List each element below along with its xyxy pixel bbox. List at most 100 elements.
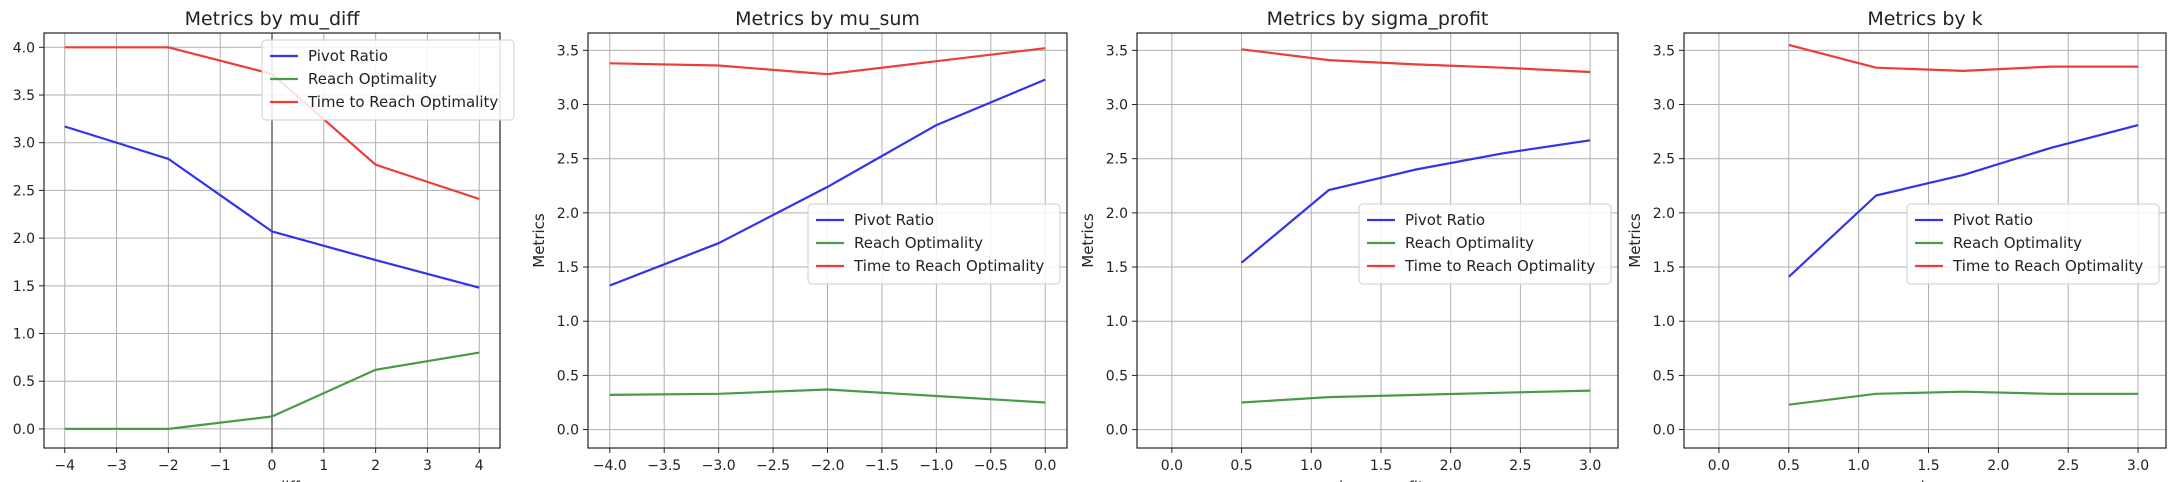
legend-label-2: Reach Optimality — [854, 234, 983, 252]
y-tick-label: 0.0 — [1653, 423, 1675, 439]
y-tick-label: 2.5 — [1653, 152, 1675, 168]
x-tick-label: −4.0 — [593, 458, 627, 474]
x-tick-label: 3.0 — [1579, 458, 1601, 474]
legend-label-2: Reach Optimality — [308, 70, 437, 88]
chart-title: Metrics by k — [1867, 8, 1982, 30]
subplot-1: −4 −3 −2 −1 0 1 2 3 4 0.0 0.5 1.0 1.5 2.0 2.5 3.0 3.5 4.0… — [0, 8, 515, 482]
series-line-1 — [609, 78, 1046, 287]
x-tick-label: 1.0 — [1848, 458, 1870, 474]
y-tick-label: 1.0 — [1653, 314, 1675, 330]
y-tick-label: 2.0 — [1653, 206, 1675, 222]
x-axis: −4.0 −3.5 −3.0 −2.5 −2.0 −1.5 −1.0 −0.5 0.0 — [593, 448, 1056, 474]
x-tick-label: 1.0 — [1300, 458, 1322, 474]
x-tick-label: 2.0 — [1440, 458, 1462, 474]
y-tick-label: 1.5 — [1653, 260, 1675, 276]
x-tick-label: 2.0 — [1987, 458, 2009, 474]
y-tick-label: 2.0 — [557, 206, 579, 222]
y-tick-label: 1.5 — [1106, 260, 1128, 276]
x-tick-label: 2 — [371, 458, 380, 474]
y-tick-label: 3.0 — [1653, 98, 1675, 114]
y-tick-label: 3.0 — [557, 98, 579, 114]
x-tick-label: 0.5 — [1230, 458, 1252, 474]
y-tick-label: 0.5 — [1106, 368, 1128, 384]
x-tick-label: 0.0 — [1708, 458, 1730, 474]
legend-label-1: Pivot Ratio — [1953, 211, 2033, 229]
series-line-3 — [1788, 43, 2139, 73]
y-tick-label: 3.0 — [1106, 98, 1128, 114]
y-tick-label: 0.0 — [557, 423, 579, 439]
series-line-3 — [609, 47, 1046, 76]
y-axis: 0.0 0.5 1.0 1.5 2.0 2.5 3.0 3.5 — [1653, 43, 1684, 439]
series-line-2 — [64, 351, 480, 430]
series-line-2 — [1788, 390, 2139, 406]
x-tick-label: −3.5 — [647, 458, 681, 474]
x-tick-label: −1 — [210, 458, 231, 474]
x-axis: 0.0 0.5 1.0 1.5 2.0 2.5 3.0 — [1708, 448, 2149, 474]
subplot-3: 0.0 0.5 1.0 1.5 2.0 2.5 3.0 0.0 0.5 1.0 1.5 2.0 2.5 3… — [1079, 8, 1619, 482]
chart-title: Metrics by mu_diff — [185, 8, 361, 30]
x-axis: −4 −3 −2 −1 0 1 2 3 4 — [54, 448, 484, 474]
chart-title: Metrics by mu_sum — [735, 8, 920, 30]
y-tick-label: 2.0 — [13, 231, 35, 247]
series-line-1 — [1788, 124, 2139, 278]
legend-label-2: Reach Optimality — [1405, 234, 1534, 252]
series-line-1 — [1240, 139, 1591, 264]
x-axis-label: mu_sum — [796, 478, 860, 482]
y-axis: 0.0 0.5 1.0 1.5 2.0 2.5 3.0 3.5 4.0 — [13, 40, 44, 438]
legend-label-1: Pivot Ratio — [1405, 211, 1485, 229]
legend-label-1: Pivot Ratio — [308, 47, 388, 65]
legend: Pivot Ratio Reach Optimality Time to Reach… — [1358, 203, 1612, 285]
x-tick-label: −1.5 — [865, 458, 899, 474]
y-tick-label: 2.5 — [557, 152, 579, 168]
x-axis: 0.0 0.5 1.0 1.5 2.0 2.5 3.0 — [1161, 448, 1601, 474]
series-line-2 — [1241, 389, 1591, 404]
y-tick-label: 1.0 — [1106, 314, 1128, 330]
x-tick-label: −4 — [54, 458, 75, 474]
legend: Pivot Ratio Reach Optimality Time to Reach… — [1906, 203, 2160, 285]
y-tick-label: 1.0 — [557, 314, 579, 330]
chart-title: Metrics by sigma_profit — [1267, 8, 1489, 30]
y-tick-label: 0.5 — [557, 368, 579, 384]
legend-box — [807, 203, 1061, 285]
y-tick-label: 0.0 — [13, 422, 35, 438]
series-line-1 — [64, 125, 480, 289]
x-tick-label: 0 — [268, 458, 277, 474]
y-tick-label: 3.5 — [13, 88, 35, 104]
y-tick-label: 3.5 — [1653, 43, 1675, 59]
x-tick-label: −3 — [106, 458, 127, 474]
legend-box — [1906, 203, 2160, 285]
x-tick-label: −3.0 — [702, 458, 736, 474]
y-tick-label: 1.5 — [557, 260, 579, 276]
y-axis: 0.0 0.5 1.0 1.5 2.0 2.5 3.0 3.5 — [557, 43, 588, 439]
y-tick-label: 4.0 — [13, 40, 35, 56]
y-tick-label: 2.5 — [1106, 152, 1128, 168]
y-axis-label: Metrics — [1626, 213, 1644, 268]
x-tick-label: −2.5 — [756, 458, 790, 474]
x-tick-label: 2.5 — [2057, 458, 2079, 474]
y-axis-label: Metrics — [530, 213, 548, 268]
x-tick-label: −0.5 — [974, 458, 1008, 474]
legend-label-3: Time to Reach Optimality — [853, 257, 1044, 275]
x-tick-label: 1.5 — [1917, 458, 1939, 474]
series-line-3 — [1241, 48, 1591, 74]
legend-box — [261, 39, 515, 121]
x-tick-label: 1 — [319, 458, 328, 474]
y-tick-label: 3.5 — [557, 43, 579, 59]
x-tick-label: 3 — [423, 458, 432, 474]
subplot-4: 0.0 0.5 1.0 1.5 2.0 2.5 3.0 0.0 0.5 1.0 1.5 2.0 2.5 3… — [1626, 8, 2167, 482]
axes-frame — [1136, 32, 1619, 449]
x-tick-label: 4 — [475, 458, 484, 474]
x-tick-label: −1.0 — [919, 458, 953, 474]
legend: Pivot Ratio Reach Optimality Time to Reach… — [807, 203, 1061, 285]
legend-label-3: Time to Reach Optimality — [1404, 257, 1595, 275]
x-axis-label: sigma_profit — [1331, 478, 1424, 482]
y-tick-label: 0.0 — [1106, 423, 1128, 439]
x-tick-label: 1.5 — [1370, 458, 1392, 474]
y-tick-label: 0.5 — [1653, 368, 1675, 384]
y-tick-label: 3.0 — [13, 136, 35, 152]
x-axis-label: k — [1921, 478, 1930, 482]
x-tick-label: 0.5 — [1778, 458, 1800, 474]
axes-frame — [1683, 32, 2167, 449]
series-line-2 — [609, 388, 1046, 404]
